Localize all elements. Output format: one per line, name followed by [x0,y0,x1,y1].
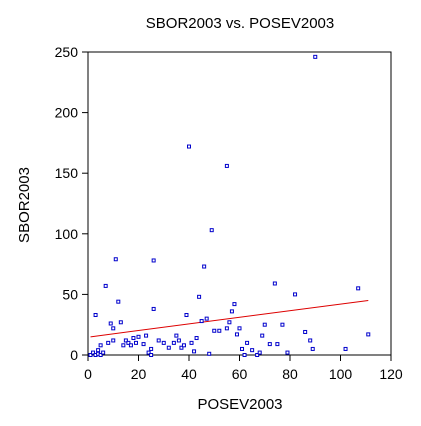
data-point [199,319,204,324]
data-point [260,333,265,338]
y-tick-label: 250 [55,44,79,60]
data-point [156,338,161,343]
data-point [356,286,361,291]
y-tick-label: 200 [55,105,79,121]
data-point [204,316,209,321]
data-point [234,332,239,337]
data-point [126,340,131,345]
chart-title: SBOR2003 vs. POSEV2003 [146,15,334,32]
data-point [245,340,250,345]
data-point [237,326,242,331]
data-point [262,322,267,327]
data-point [88,353,93,357]
data-point [161,340,166,345]
x-axis-label: POSEV2003 [197,396,282,413]
x-tick-label: 80 [282,366,298,382]
data-point [98,353,103,357]
data-point [181,343,186,348]
x-tick-label: 0 [84,366,92,382]
data-point [275,342,280,347]
data-point [303,329,308,334]
data-point [116,299,121,304]
x-tick-label: 40 [181,366,197,382]
data-point [149,353,154,357]
data-point [179,345,184,350]
x-tick-label: 60 [232,366,248,382]
data-point [308,338,313,343]
data-point [242,353,247,357]
data-point [111,338,116,343]
data-point [227,320,232,325]
data-point [343,346,348,351]
data-point [111,326,116,331]
data-point [224,326,229,331]
data-point [272,281,277,286]
data-point [93,313,98,318]
data-point [285,350,290,355]
data-point [176,338,181,343]
data-point [229,309,234,314]
data-point [189,340,194,345]
data-point [192,349,197,354]
data-point [184,313,189,318]
data-point [232,302,237,307]
data-point [151,306,156,311]
x-tick-label: 120 [379,366,403,382]
data-point [187,144,191,149]
data-point [217,328,222,333]
data-point [255,353,260,357]
data-point [202,264,207,269]
data-point [123,338,128,343]
plot-area: 0 20 40 60 80 100 120 0 50 100 150 200 250 [55,44,403,382]
data-point [267,342,272,347]
data-point [313,54,318,59]
data-point [91,350,96,355]
regression-line [90,299,369,338]
data-point [96,348,101,353]
data-point [151,258,156,263]
data-point [240,346,245,351]
data-point [197,294,202,299]
data-point [133,340,138,345]
y-axis-label: SBOR2003 [16,167,33,243]
data-point [224,163,229,168]
data-point [141,342,146,347]
data-point [106,340,111,345]
data-point [209,228,214,233]
data-point [108,321,113,326]
data-point [366,332,371,337]
data-point [144,333,149,338]
data-point [310,346,315,351]
data-point [250,348,255,353]
y-tick-label: 100 [55,226,79,242]
data-point [166,345,171,350]
y-tick-label: 150 [55,165,79,181]
data-point [128,343,133,348]
data-point [257,350,262,355]
data-point [113,257,118,262]
data-point [98,343,103,348]
data-point [280,322,285,327]
plot-frame [87,51,392,356]
data-point [194,336,199,341]
data-point [103,283,108,288]
data-point [121,343,126,348]
data-point [293,292,298,297]
data-point [171,340,176,345]
data-point [207,351,212,356]
x-tick-label: 100 [329,366,353,382]
data-point [131,336,136,341]
data-point [101,350,106,355]
data-point [212,328,217,333]
y-tick-label: 50 [62,286,78,302]
x-tick-label: 20 [131,366,147,382]
y-tick-label: 0 [70,347,78,363]
data-point [174,333,179,338]
data-point [146,350,151,355]
data-point [149,346,154,351]
data-point [118,320,123,325]
data-point [136,334,141,339]
